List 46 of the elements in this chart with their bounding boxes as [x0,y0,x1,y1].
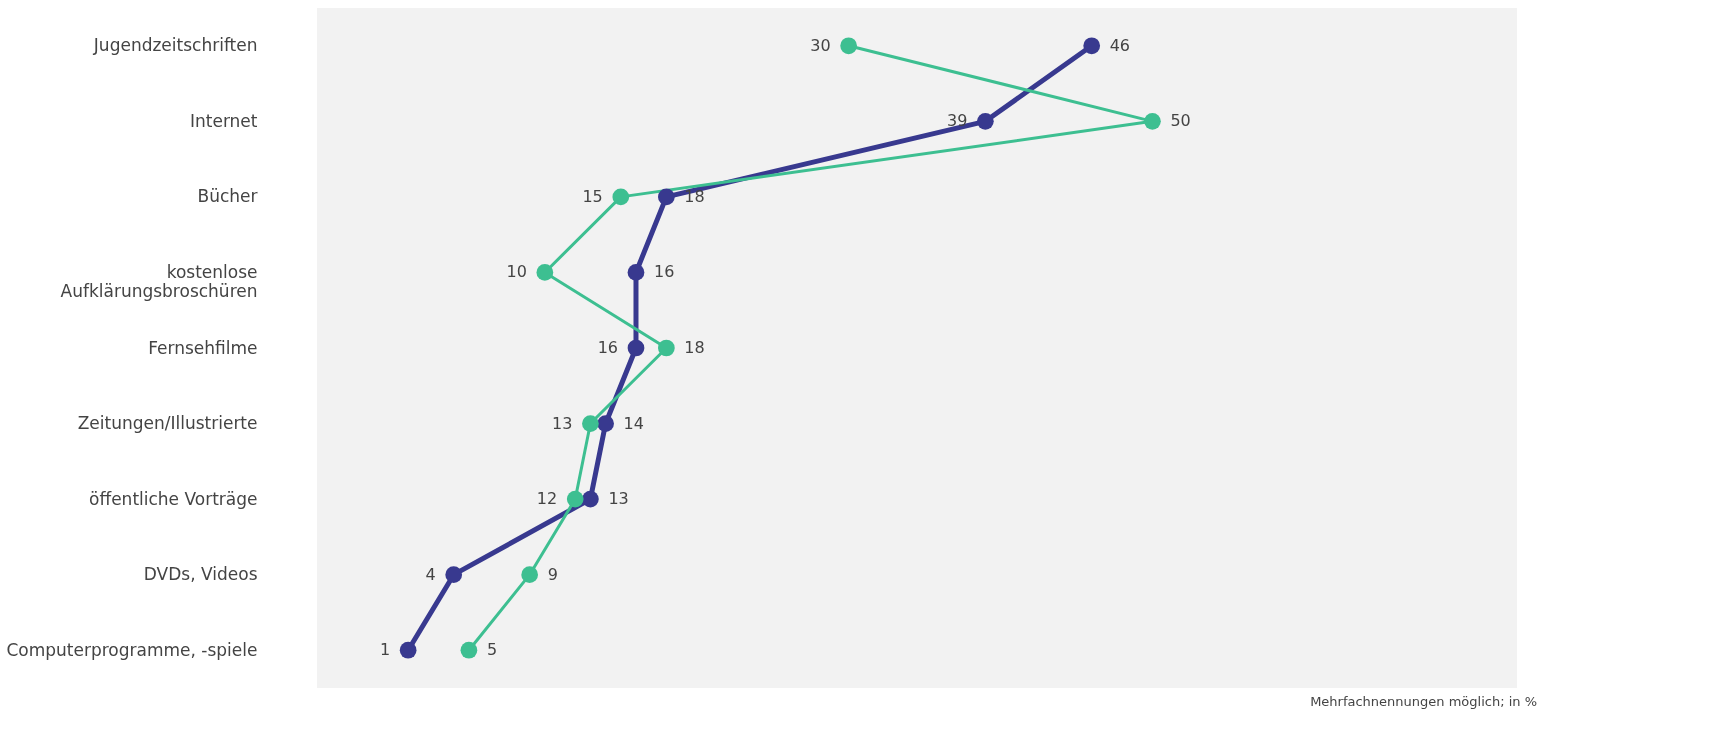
point [597,415,614,432]
point [627,264,645,281]
point [582,490,599,508]
y-tick-label: kostenlose Aufklärungsbroschüren [60,261,258,301]
y-tick-label: Jugendzeitschriften [92,35,258,56]
point [1083,37,1101,55]
data-label: 30 [810,35,831,55]
data-label: 15 [582,186,603,206]
data-label: 13 [608,489,629,509]
point [976,112,994,130]
y-tick-label: Zeitungen/Illustrierte [77,413,258,434]
data-label: 16 [597,338,618,357]
point [627,339,645,357]
data-label: 4 [425,564,436,584]
data-label: 50 [1170,111,1191,131]
data-label: 46 [1109,35,1131,55]
point [1144,112,1161,130]
point [399,641,417,659]
point [658,188,675,206]
y-tick-label: Bücher [197,186,258,207]
data-label: 14 [623,413,644,433]
text: Mehrfachnennungen möglich; in % [1310,694,1537,709]
point [566,490,584,508]
data-label: 12 [536,489,558,509]
y-tick-label: Computerprogramme, -spiele [6,639,258,660]
data-label: 39 [947,111,968,131]
point [536,264,554,281]
point [521,566,539,584]
y-tick-label: öffentliche Vorträge [89,488,258,509]
data-label: 13 [552,413,573,433]
point [445,566,463,584]
data-label: 5 [486,640,498,660]
y-tick-label: DVDs, Videos [143,564,258,585]
point [840,37,858,55]
data-label: 9 [547,564,558,584]
data-label: 10 [506,262,527,282]
data-label: 16 [653,262,675,282]
data-label: 18 [684,186,705,206]
point [582,415,599,432]
point [612,188,630,206]
point [460,641,478,659]
data-label: 18 [684,338,705,357]
y-tick-label: Fernsehfilme [148,337,258,358]
y-tick-label: Internet [189,110,258,131]
point [658,339,675,357]
data-label: 1 [379,640,391,660]
